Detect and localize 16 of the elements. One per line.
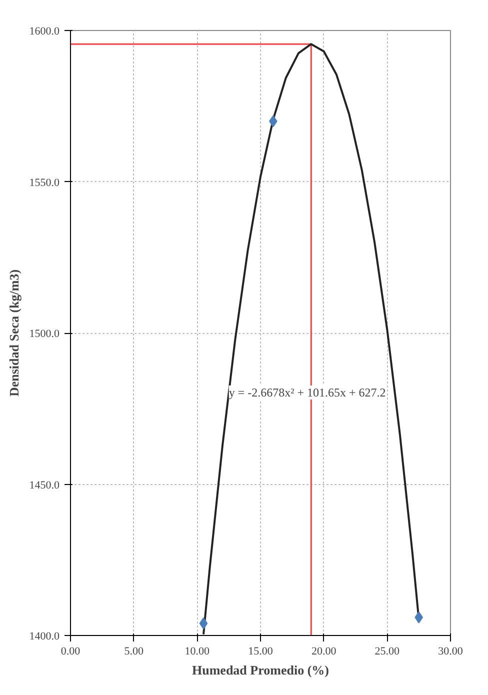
- x-tick-label: 30.00: [438, 646, 464, 658]
- annotation: y = -2.6678x² + 101.65x + 627.2: [228, 386, 386, 400]
- y-axis-title: Densidad Seca (kg/m3): [6, 269, 22, 397]
- y-tick-label: 1450.0: [29, 479, 60, 492]
- x-tick-label: 15.00: [248, 646, 274, 658]
- x-tick-label: 20.00: [311, 646, 337, 658]
- point: [199, 617, 208, 630]
- x-tick-label: 0.00: [60, 646, 81, 658]
- x-tick-label: 5.00: [124, 646, 144, 658]
- y-tick-label: 1550.0: [29, 176, 60, 189]
- y-tick-label: 1500.0: [29, 328, 60, 340]
- x-tick-label: 25.00: [374, 646, 400, 658]
- x-axis-title: Humedad Promedio (%): [192, 662, 329, 678]
- y-tick-label: 1600.0: [29, 26, 60, 38]
- x-tick-label: 10.00: [184, 646, 210, 658]
- y-tick-label: 1400.0: [29, 630, 60, 642]
